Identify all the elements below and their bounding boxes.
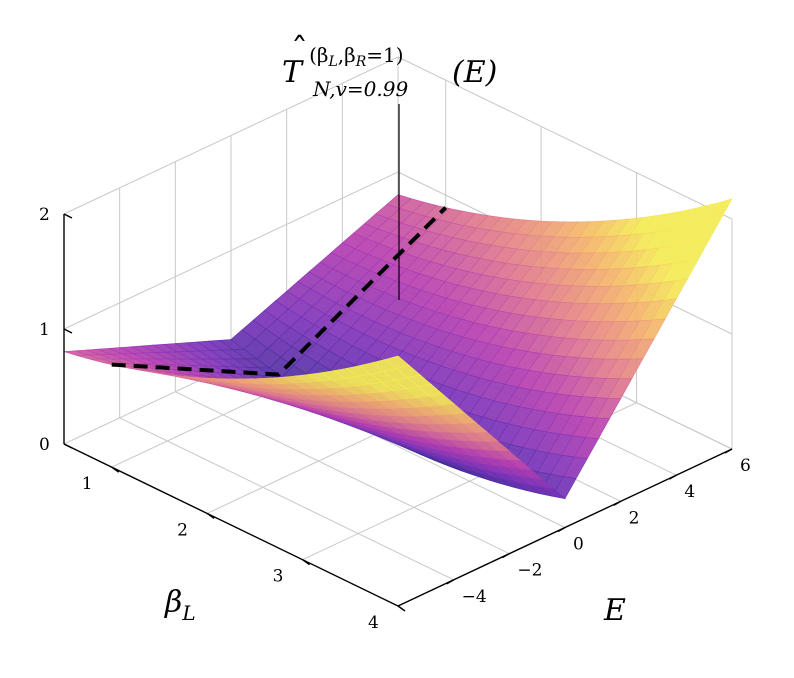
x-tick-mark [302, 559, 310, 566]
z-tick-label: 1 [39, 320, 50, 340]
wall-grid-line [63, 171, 399, 330]
title-main: T [282, 55, 304, 90]
surface-layer [63, 194, 733, 500]
wall-grid-line [397, 56, 733, 220]
x-tick-mark [397, 605, 406, 612]
z-tick-label: 2 [39, 205, 50, 225]
y-tick-label: 4 [684, 482, 695, 502]
y-tick-mark [724, 448, 733, 454]
dashed-curve-layer [111, 206, 448, 377]
surface-patch [384, 355, 410, 369]
label-layer: 1 2 3 4 −4 −2 0 2 4 6 0 1 2 [39, 205, 751, 633]
z-tick-mark [63, 328, 73, 334]
x-tick-mark [111, 466, 120, 473]
floor-grid-line [175, 391, 510, 555]
z-tick-mark [63, 213, 73, 219]
y-tick-label: −4 [462, 587, 487, 607]
title-argument: (E) [452, 55, 497, 90]
title-superscript: (βL,βR=1) [309, 43, 403, 70]
x-tick-label: 4 [368, 613, 379, 633]
x-axis-label: βL [164, 585, 196, 625]
axis-layer [63, 104, 733, 612]
chart-title: T (βL,βR=1) [282, 43, 404, 90]
y-tick-mark [668, 474, 677, 480]
y-axis-label: E [603, 593, 626, 628]
y-tick-label: 2 [629, 508, 640, 528]
x-tick-label: 1 [82, 474, 93, 494]
floor-grid-line [119, 417, 454, 581]
y-tick-label: 0 [573, 535, 584, 555]
title-hat: ˆ [291, 31, 308, 71]
wall-grid-line [63, 56, 399, 215]
y-tick-mark [613, 500, 622, 506]
x-tick-label: 3 [273, 567, 284, 587]
y-tick-label: −2 [517, 561, 542, 581]
y-tick-label: 6 [740, 456, 751, 476]
title-subscript: N,v=0.99 [312, 77, 408, 101]
z-tick-mark [63, 443, 73, 449]
z-tick-label: 0 [39, 435, 50, 455]
y-tick-mark [501, 553, 510, 559]
y-tick-mark [446, 579, 455, 585]
dashed-slice-curve [111, 206, 448, 377]
x-tick-mark [206, 512, 215, 519]
x-tick-label: 2 [177, 520, 188, 540]
x-axis-line [63, 443, 399, 607]
y-tick-mark [557, 526, 566, 533]
